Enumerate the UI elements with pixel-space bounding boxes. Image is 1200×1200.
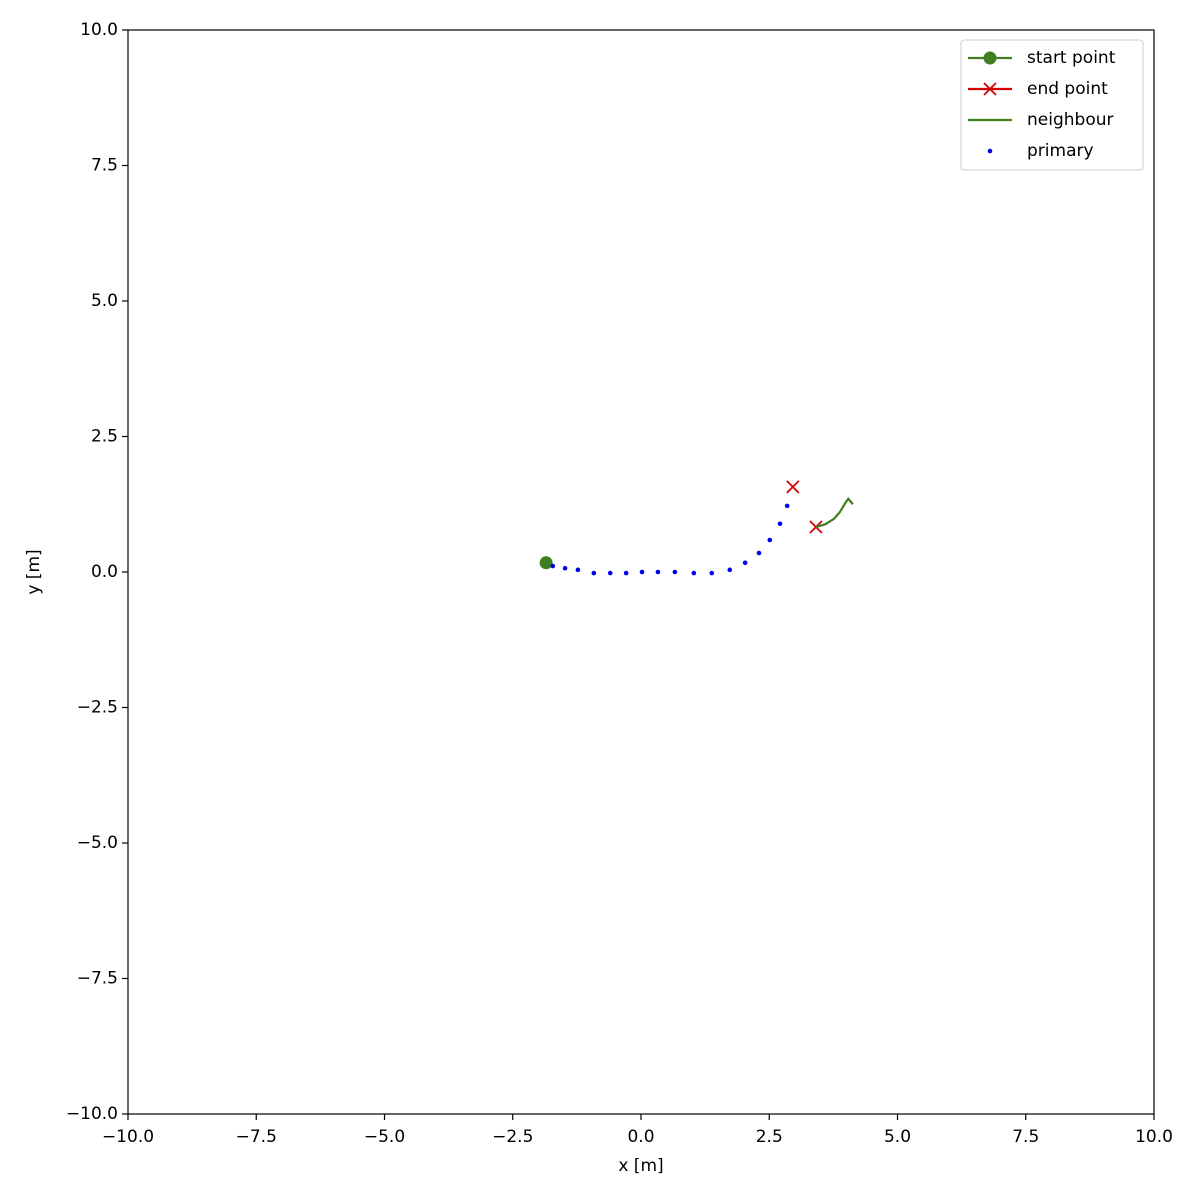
y-tick-label: 10.0 [80, 20, 118, 40]
x-tick-label: 7.5 [1012, 1127, 1039, 1147]
end-marker [786, 480, 800, 494]
point [756, 550, 762, 556]
legend-label: start point [1027, 48, 1116, 68]
point [691, 570, 697, 576]
point [639, 569, 645, 575]
x-tick-label: −10.0 [102, 1127, 154, 1147]
point [623, 570, 629, 576]
end-marker [983, 82, 997, 96]
point [550, 563, 556, 569]
point [742, 560, 748, 566]
point [672, 569, 678, 575]
line [815, 497, 854, 529]
point [767, 537, 773, 543]
y-tick-label: −10.0 [66, 1104, 118, 1124]
y-tick-label: −2.5 [77, 698, 118, 718]
point [709, 570, 715, 576]
y-tick-label: 2.5 [91, 427, 118, 447]
x-tick-label: −2.5 [492, 1127, 533, 1147]
start-marker [983, 51, 997, 65]
x-tick-label: −7.5 [236, 1127, 277, 1147]
start-marker [539, 556, 553, 570]
point [777, 521, 783, 527]
legend-label: neighbour [1027, 110, 1113, 130]
point [727, 567, 733, 573]
y-tick-label: 7.5 [91, 156, 118, 176]
point [987, 148, 993, 154]
point [607, 570, 613, 576]
legend: start point end point neighbour primary [960, 39, 1144, 171]
y-tick-label: 0.0 [91, 562, 118, 582]
x-tick-label: 5.0 [884, 1127, 911, 1147]
point [575, 567, 581, 573]
legend-label: primary [1027, 141, 1094, 161]
point [591, 570, 597, 576]
y-tick-label: −7.5 [77, 969, 118, 989]
x-tick-label: 0.0 [627, 1127, 654, 1147]
point [562, 565, 568, 571]
point [655, 569, 661, 575]
plot-frame [127, 29, 1155, 1115]
legend-box [960, 39, 1144, 171]
x-tick-label: 10.0 [1135, 1127, 1173, 1147]
x-tick-label: −5.0 [364, 1127, 405, 1147]
y-tick-label: −5.0 [77, 833, 118, 853]
legend-label: end point [1027, 79, 1108, 99]
x-tick-label: 2.5 [756, 1127, 783, 1147]
point [784, 503, 790, 509]
x-axis-label: x [m] [618, 1156, 663, 1176]
y-tick-label: 5.0 [91, 291, 118, 311]
y-axis-label: y [m] [24, 549, 44, 594]
